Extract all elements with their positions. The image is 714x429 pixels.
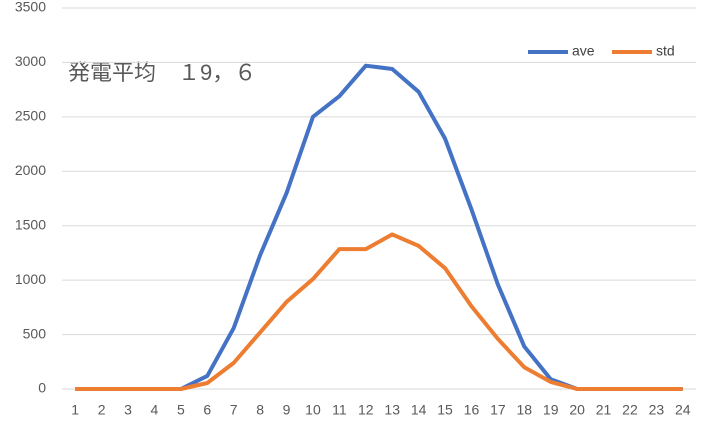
x-tick-label: 9 xyxy=(283,402,291,418)
x-tick-label: 19 xyxy=(543,402,559,418)
x-tick-label: 3 xyxy=(124,402,132,418)
x-tick-label: 20 xyxy=(569,402,585,418)
x-tick-label: 15 xyxy=(437,402,453,418)
y-tick-label: 1500 xyxy=(15,216,46,232)
y-tick-label: 2000 xyxy=(15,162,46,178)
y-tick-label: 2500 xyxy=(15,108,46,124)
x-tick-label: 2 xyxy=(98,402,106,418)
x-tick-label: 14 xyxy=(411,402,427,418)
x-tick-label: 8 xyxy=(256,402,264,418)
x-tick-label: 23 xyxy=(649,402,665,418)
x-tick-label: 5 xyxy=(177,402,185,418)
y-tick-label: 3000 xyxy=(15,53,46,69)
x-tick-label: 17 xyxy=(490,402,506,418)
x-tick-label: 22 xyxy=(622,402,638,418)
y-tick-label: 500 xyxy=(23,325,47,341)
y-tick-label: 3500 xyxy=(15,0,46,15)
x-tick-label: 7 xyxy=(230,402,238,418)
y-tick-label: 0 xyxy=(38,380,46,396)
x-tick-label: 10 xyxy=(305,402,321,418)
x-tick-label: 1 xyxy=(71,402,79,418)
legend-label: std xyxy=(656,43,675,59)
x-tick-label: 4 xyxy=(151,402,159,418)
chart-title: 発電平均 １9，６ xyxy=(68,60,256,85)
x-tick-label: 6 xyxy=(203,402,211,418)
x-tick-label: 18 xyxy=(517,402,533,418)
series-line xyxy=(75,63,683,391)
x-tick-label: 13 xyxy=(384,402,400,418)
x-tick-label: 11 xyxy=(332,402,347,418)
x-tick-label: 21 xyxy=(596,402,612,418)
x-tick-label: 16 xyxy=(464,402,480,418)
x-tick-label: 12 xyxy=(358,402,374,418)
x-tick-label: 24 xyxy=(675,402,691,418)
y-tick-label: 1000 xyxy=(15,271,46,287)
legend-label: ave xyxy=(572,43,595,59)
series-line xyxy=(75,232,683,391)
